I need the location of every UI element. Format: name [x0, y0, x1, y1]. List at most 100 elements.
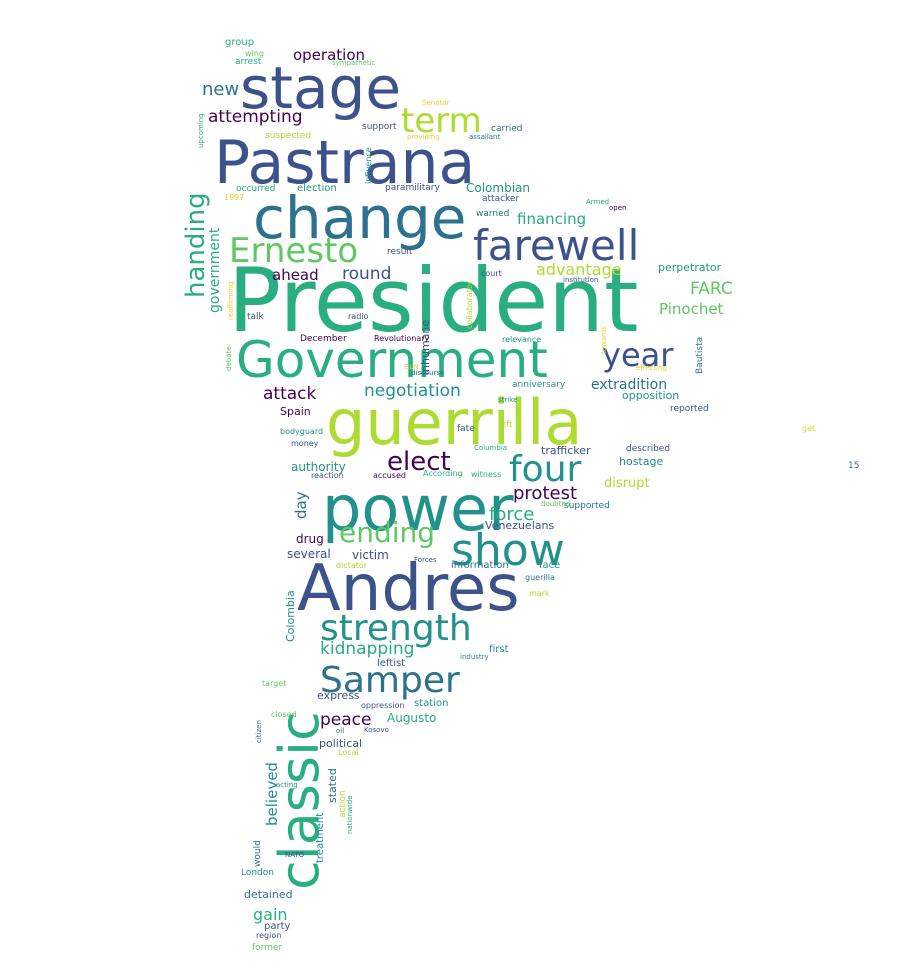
word-protest: protest: [513, 483, 577, 504]
word-leftist: leftist: [377, 658, 405, 669]
word-eln: ELN: [405, 363, 419, 371]
word-get: get: [802, 424, 815, 433]
word-ahead: ahead: [272, 266, 319, 284]
word-forces: Forces: [414, 556, 437, 564]
word-closed: closed: [271, 710, 297, 719]
word-opposition: opposition: [622, 389, 679, 402]
word-former: former: [252, 943, 283, 953]
word-left: left: [498, 420, 513, 430]
word-bodyguard: bodyguard: [280, 427, 323, 436]
word-region: region: [256, 931, 281, 940]
word-detained: detained: [244, 888, 293, 901]
word-effecting: effecting: [636, 364, 667, 372]
word-open: open: [609, 204, 626, 212]
word-witness: witness: [471, 470, 501, 479]
word-year: year: [602, 336, 674, 374]
word-president: President: [228, 249, 638, 352]
word-guerrilla: guerrilla: [326, 386, 582, 459]
word-relevance: relevance: [502, 335, 541, 344]
word-bautista: Bautista: [695, 337, 705, 374]
word-would: would: [253, 840, 263, 867]
word-pastrana: Pastrana: [214, 128, 475, 198]
word-ending: ending: [339, 516, 435, 549]
word-support: support: [362, 122, 397, 132]
word-london: London: [241, 868, 274, 878]
word-kidnapping: kidnapping: [320, 639, 414, 659]
word-advantage: advantage: [536, 260, 621, 279]
word-strength: strength: [320, 608, 472, 649]
word-assailant: assailant: [469, 133, 500, 141]
word-pinochet: Pinochet: [659, 300, 724, 318]
word-stage: stage: [240, 54, 401, 122]
word-station: station: [414, 698, 448, 709]
word-party: party: [264, 921, 291, 932]
word-four: four: [509, 449, 582, 490]
word-acting: acting: [276, 781, 298, 789]
word-fate: fate: [457, 424, 475, 434]
word-oppression: oppression: [361, 701, 405, 710]
word-group: group: [225, 37, 254, 48]
word-classic: classic: [268, 711, 331, 890]
word-dictator: dictator: [336, 561, 368, 570]
word-new: new: [202, 79, 239, 100]
word-samper: Samper: [320, 660, 460, 701]
word-day: day: [292, 491, 310, 519]
word-accused: accused: [373, 471, 406, 480]
word-peace: peace: [320, 710, 371, 730]
word-1997: 1997: [224, 193, 244, 202]
word-spain: Spain: [280, 405, 311, 418]
word-perpetrator: perpetrator: [658, 261, 722, 274]
word-institution: institution: [563, 276, 598, 284]
word-senator: Senator: [422, 99, 450, 107]
word-sympathetic: sympathetic: [332, 59, 376, 67]
word-collaborator: collaborator: [465, 280, 474, 329]
word-force: force: [489, 504, 534, 525]
word-arrest: arrest: [235, 57, 262, 67]
word-several: several: [287, 547, 331, 561]
word-ernesto: Ernesto: [229, 231, 358, 271]
word-stated: stated: [326, 768, 339, 803]
word-discourse: discourse: [411, 369, 444, 377]
word-money: money: [291, 439, 319, 448]
word-carried: carried: [491, 124, 522, 134]
word-15: 15: [848, 461, 859, 471]
word-suspected: suspected: [265, 131, 311, 141]
word-radio: radio: [348, 312, 368, 321]
word-described: described: [626, 444, 670, 454]
word-talk: talk: [247, 312, 265, 322]
word-hostage: hostage: [619, 455, 663, 468]
word-trafficker: trafficker: [541, 444, 591, 457]
word-action: action: [338, 790, 348, 818]
word-first: first: [489, 644, 509, 655]
word-guerilla: guerilla: [525, 573, 555, 582]
word-handing: handing: [181, 192, 211, 298]
word-negotiation: negotiation: [364, 381, 461, 401]
word-express: express: [317, 689, 360, 702]
word-political: political: [319, 737, 362, 750]
word-debate: debate: [225, 346, 233, 371]
word-reaffirming: reaffirming: [227, 282, 235, 321]
word-gain: gain: [253, 905, 288, 924]
word-oil: oil: [336, 727, 344, 735]
word-extradition: extradition: [591, 377, 667, 393]
word-paramilitary: paramilitary: [385, 183, 440, 193]
word-venezuelans: Venezuelans: [485, 519, 554, 532]
word-mark: mark: [529, 589, 550, 598]
word-attack: attack: [263, 384, 317, 404]
word-treatment: treatment: [315, 813, 326, 863]
word-andres: Andres: [297, 552, 520, 626]
word-local: Local: [338, 748, 359, 757]
word-operation: operation: [293, 46, 365, 64]
word-upcoming: upcoming: [197, 113, 205, 148]
word-face: face: [539, 560, 560, 571]
word-colombian: Colombian: [466, 181, 530, 195]
word-occurred: occurred: [236, 184, 275, 194]
word-election: election: [297, 183, 337, 194]
word-government: government: [207, 227, 223, 313]
word-kosovo: Kosovo: [364, 726, 389, 734]
word-drug: drug: [296, 532, 324, 546]
word-attacker: attacker: [482, 194, 519, 204]
word-doubted: doubted: [541, 500, 570, 508]
word-authority: authority: [291, 460, 346, 474]
